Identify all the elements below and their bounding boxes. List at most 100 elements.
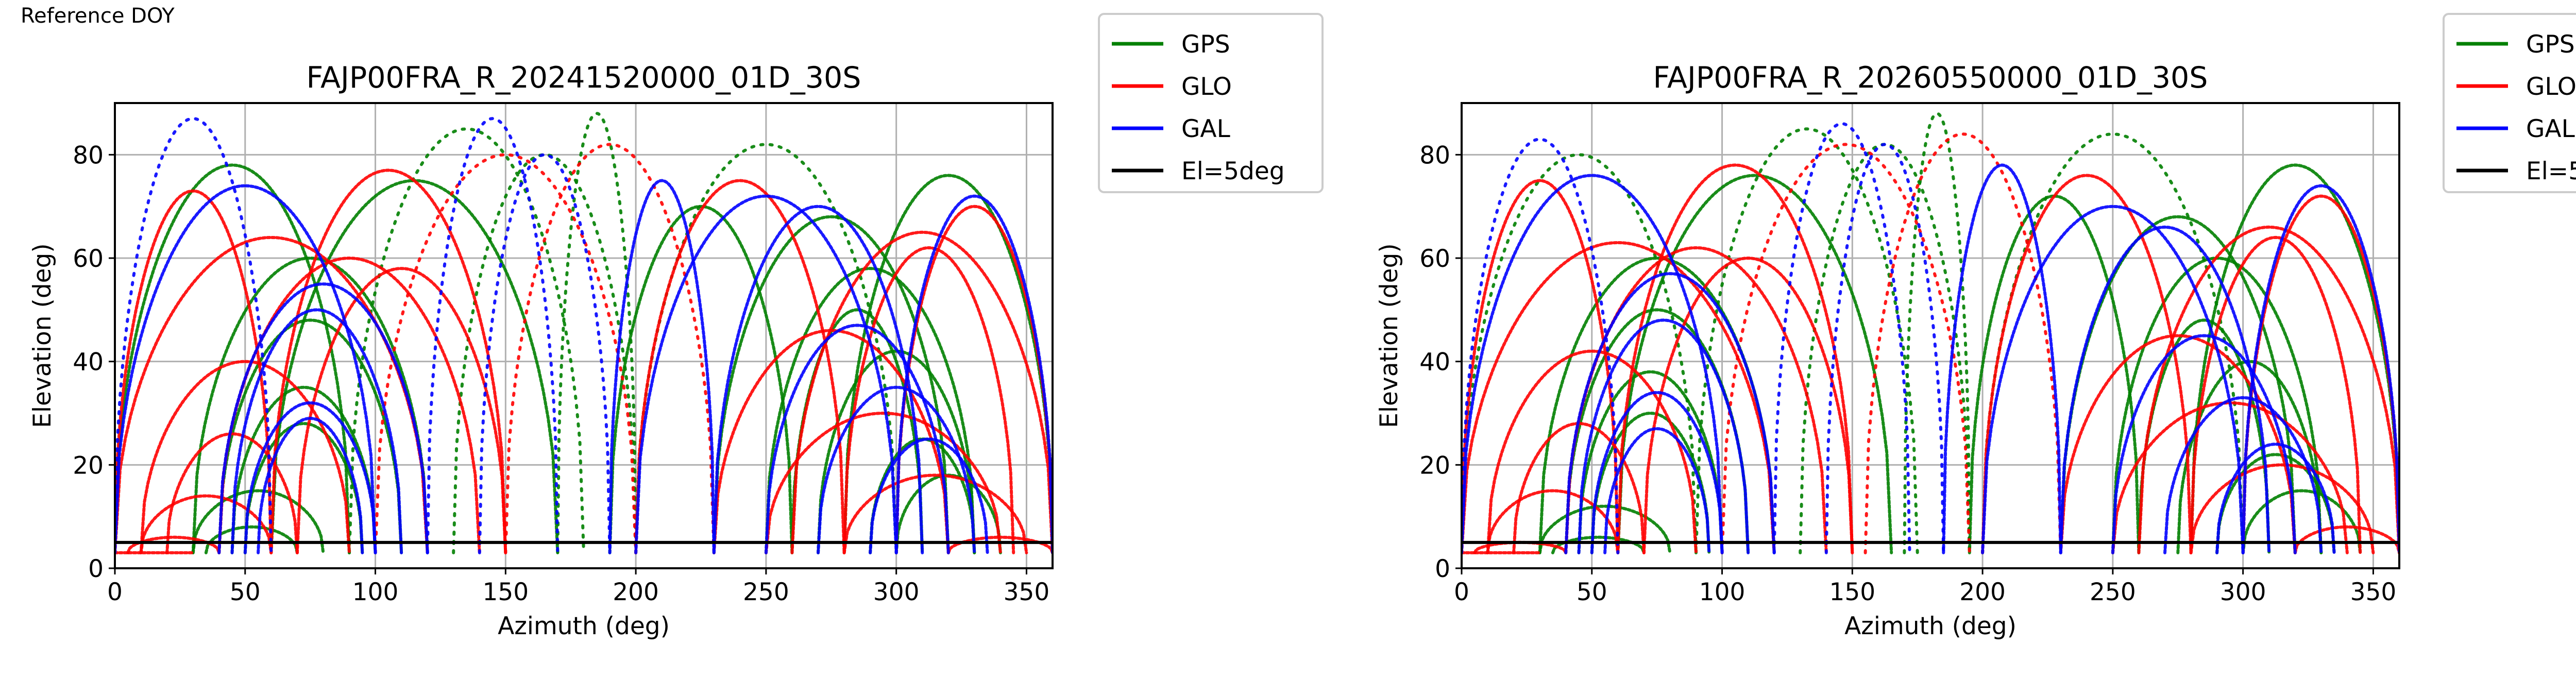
x-tick-label: 150	[1829, 578, 1875, 606]
track-gps	[191, 489, 325, 554]
track-glo	[842, 246, 1015, 554]
legend-label: GPS	[2526, 30, 2575, 59]
legend: GPS GLO GAL El=5deg	[2443, 13, 2576, 193]
track-gps	[217, 318, 403, 554]
axes-frame	[114, 102, 1054, 569]
x-tick-label: 350	[1004, 578, 1050, 606]
y-tick-label: 0	[1435, 555, 1450, 583]
track-glo	[1486, 489, 1620, 554]
x-tick-label: 200	[1959, 578, 2006, 606]
track-gal	[2163, 396, 2323, 554]
tracks	[115, 112, 1053, 554]
y-tick-label: 0	[88, 555, 104, 583]
chart-2: 0 50 100 150 200 250 300 350 0 20 40 60 80 FAJP00FRA_…	[1375, 13, 2576, 640]
track-gps	[2189, 163, 2399, 554]
axes-frame	[1461, 102, 2400, 569]
legend-label: GLO	[2526, 73, 2576, 101]
y-tick-label: 20	[1419, 451, 1450, 480]
track-gps	[2215, 453, 2336, 554]
track-gps	[452, 153, 638, 554]
track-glo	[842, 473, 1028, 554]
track-gal	[2241, 184, 2399, 554]
legend-label: GAL	[2526, 115, 2575, 143]
chart-title: FAJP00FRA_R_20260550000_01D_30S	[1653, 61, 2208, 95]
track-glo	[1486, 349, 1698, 554]
track-glo	[2189, 463, 2375, 554]
track-gal	[2215, 443, 2336, 554]
chart-title: FAJP00FRA_R_20241520000_01D_30S	[307, 61, 861, 95]
track-gal	[869, 437, 989, 554]
track-glo	[2137, 225, 2399, 554]
x-axis-label: Azimuth (deg)	[498, 612, 670, 640]
track-glo	[1462, 241, 1776, 554]
track-gal	[764, 324, 950, 554]
x-tick-label: 250	[743, 578, 789, 606]
track-glo	[374, 153, 638, 554]
track-gps	[1694, 127, 1919, 554]
x-tick-label: 100	[1699, 578, 1745, 606]
track-gal	[1462, 138, 1620, 554]
track-glo	[1642, 256, 1854, 554]
track-glo	[764, 411, 1002, 554]
y-tick-label: 80	[73, 141, 104, 170]
track-glo	[1462, 179, 1620, 554]
reference-doy-label: Reference DOY	[21, 4, 175, 28]
track-gal	[426, 117, 560, 554]
track-gps	[1616, 174, 1893, 554]
legend-label: GLO	[1181, 73, 1232, 101]
track-gps	[608, 205, 794, 554]
track-gps	[243, 422, 364, 554]
track-gal	[894, 194, 1053, 554]
y-tick-label: 40	[73, 348, 104, 377]
x-tick-label: 50	[1577, 578, 1607, 606]
track-gal	[1981, 205, 2245, 554]
x-tick-label: 300	[2220, 578, 2266, 606]
chart-1: 0 50 100 150 200 250 300 350 0 20 40 60 80 FAJP00FRA_…	[28, 13, 1324, 640]
y-axis-label: Elevation (deg)	[28, 243, 57, 428]
legend-box	[1098, 13, 1324, 193]
legend: GPS GLO GAL El=5deg	[1098, 13, 1324, 193]
track-gal	[230, 308, 403, 554]
track-gps	[712, 215, 950, 554]
y-tick-label: 40	[1419, 348, 1450, 377]
tracks	[1462, 112, 2399, 554]
track-glo	[894, 205, 1053, 554]
x-axis-label: Azimuth (deg)	[1844, 612, 2016, 640]
track-gal	[634, 194, 898, 554]
track-gal	[1603, 427, 1711, 554]
track-gal	[243, 401, 377, 554]
track-gps	[764, 267, 976, 554]
x-tick-label: 150	[482, 578, 529, 606]
track-gal	[712, 205, 924, 554]
track-glo	[2241, 194, 2399, 554]
track-glo	[790, 230, 1053, 554]
y-tick-label: 20	[73, 451, 104, 480]
track-gps	[230, 385, 377, 554]
track-gps	[348, 127, 585, 554]
x-tick-label: 50	[230, 578, 261, 606]
track-gal	[1462, 174, 1724, 554]
track-glo	[1981, 174, 2193, 554]
track-gal	[817, 385, 976, 554]
track-glo	[139, 360, 351, 554]
track-glo	[295, 267, 507, 554]
x-tick-label: 0	[107, 578, 123, 606]
track-glo	[1720, 143, 1971, 554]
legend-box	[2443, 13, 2576, 193]
track-glo	[634, 179, 846, 554]
y-tick-label: 60	[73, 245, 104, 273]
track-glo	[269, 168, 507, 554]
legend-label: El=5deg	[1181, 157, 1285, 185]
x-tick-label: 100	[352, 578, 399, 606]
track-gps	[269, 179, 560, 554]
track-gal	[1772, 122, 1911, 554]
track-gps	[1903, 112, 1971, 554]
track-gal	[608, 179, 716, 554]
legend-label: GPS	[1181, 30, 1230, 59]
track-gal	[1577, 318, 1750, 554]
track-glo	[2293, 525, 2399, 554]
y-tick-label: 80	[1419, 141, 1450, 170]
track-gps	[191, 256, 429, 554]
track-gal	[217, 282, 429, 554]
